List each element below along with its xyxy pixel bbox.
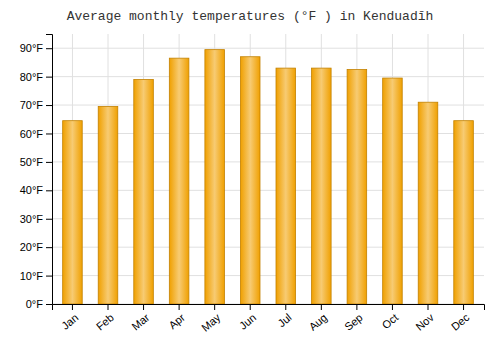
grid <box>52 34 484 304</box>
bar <box>98 106 118 304</box>
y-tick-label: 50°F <box>20 156 44 168</box>
y-tick: 90°F <box>20 42 52 54</box>
x-tick-label: Jun <box>237 311 258 332</box>
y-tick: 10°F <box>20 270 52 282</box>
bar <box>347 70 367 304</box>
x-tick-mark <box>108 304 109 310</box>
x-tick-mark <box>356 304 357 310</box>
title: Average monthly temperatures (°F ) in Ke… <box>67 9 434 24</box>
y-tick: 80°F <box>20 71 52 83</box>
x-tick-label: Oct <box>380 311 401 331</box>
y-tick-label: 20°F <box>20 241 44 253</box>
y-tick-mark <box>46 105 52 106</box>
y-tick: 40°F <box>20 184 52 196</box>
x-tick-mark <box>250 304 251 310</box>
x-tick-label: Dec <box>449 311 472 333</box>
y-tick-mark <box>46 133 52 134</box>
x-tick-label: Sep <box>342 311 365 333</box>
bar <box>312 68 332 304</box>
bars <box>63 50 474 304</box>
x-tick-mark <box>321 304 322 310</box>
y-tick-label: 30°F <box>20 213 44 225</box>
x-tick-mark <box>72 304 73 310</box>
x-tick: Dec <box>449 304 472 333</box>
plot: Jan Feb Mar Apr May Jun Jul Aug Sep Oct Nov Dec 0°F 1… <box>20 34 485 334</box>
x-tick: Apr <box>166 304 187 331</box>
bar <box>63 121 83 304</box>
x-tick: Oct <box>380 304 401 331</box>
x-tick-mark <box>179 304 180 310</box>
y-tick-mark <box>46 276 52 277</box>
x-tick: Mar <box>129 304 151 332</box>
x-tick: Jan <box>59 304 80 332</box>
bar <box>276 68 296 304</box>
y-tick-label: 60°F <box>20 127 44 139</box>
x-tick-mark <box>285 304 286 310</box>
x-tick-mark <box>463 304 464 310</box>
grid-line-y <box>52 76 484 77</box>
bar <box>383 78 403 304</box>
grid-line-y <box>52 48 484 49</box>
x-tick: Jul <box>275 304 293 329</box>
x-tick-label: Aug <box>307 311 330 333</box>
x-tick-mark <box>428 304 429 310</box>
x-tick: May <box>199 304 223 334</box>
y-tick-label: 70°F <box>20 99 44 111</box>
x-tick: Aug <box>307 304 330 333</box>
x-tick: Jun <box>237 304 258 332</box>
bar <box>418 102 438 304</box>
y-tick: 70°F <box>20 99 52 111</box>
y-tick-mark <box>46 219 52 220</box>
x-tick-label: Apr <box>166 311 187 331</box>
y-tick-mark <box>46 304 52 305</box>
x-tick-mark <box>392 304 393 310</box>
y-tick: 50°F <box>20 156 52 168</box>
x-tick-label: May <box>199 311 223 334</box>
y-tick-mark <box>46 247 52 248</box>
x-tick-mark <box>143 304 144 310</box>
x-tick: Sep <box>342 304 365 333</box>
x-tick-label: Nov <box>413 311 436 333</box>
y-tick-mark <box>46 77 52 78</box>
y-tick-label: 10°F <box>20 270 44 282</box>
y-tick: 0°F <box>26 298 52 310</box>
y-axis: 0°F 10°F 20°F 30°F 40°F 50°F 60°F 70°F 80°F 90°F <box>20 35 53 311</box>
y-tick-label: 90°F <box>20 42 44 54</box>
bar <box>454 121 474 304</box>
x-tick-label: Jul <box>275 311 293 329</box>
y-tick-label: 80°F <box>20 71 44 83</box>
chart: Average monthly temperatures (°F ) in Ke… <box>0 0 500 350</box>
bar <box>205 50 225 304</box>
bar <box>240 57 260 304</box>
y-tick-mark <box>46 48 52 49</box>
y-tick: 60°F <box>20 127 52 139</box>
x-axis-line <box>53 305 485 311</box>
y-tick-mark <box>46 162 52 163</box>
y-tick: 20°F <box>20 241 52 253</box>
x-axis: Jan Feb Mar Apr May Jun Jul Aug Sep Oct Nov Dec <box>53 304 485 334</box>
y-tick-mark <box>46 190 52 191</box>
x-tick: Nov <box>413 304 436 333</box>
bar <box>169 58 189 304</box>
x-tick-label: Jan <box>59 311 80 332</box>
y-tick-label: 0°F <box>26 298 44 310</box>
y-axis-line <box>46 35 53 305</box>
x-tick-label: Mar <box>129 311 151 333</box>
y-tick-label: 40°F <box>20 184 44 196</box>
bar <box>134 79 154 304</box>
y-tick: 30°F <box>20 213 52 225</box>
x-tick-label: Feb <box>94 311 116 332</box>
x-tick: Feb <box>94 304 116 333</box>
x-tick-mark <box>214 304 215 310</box>
